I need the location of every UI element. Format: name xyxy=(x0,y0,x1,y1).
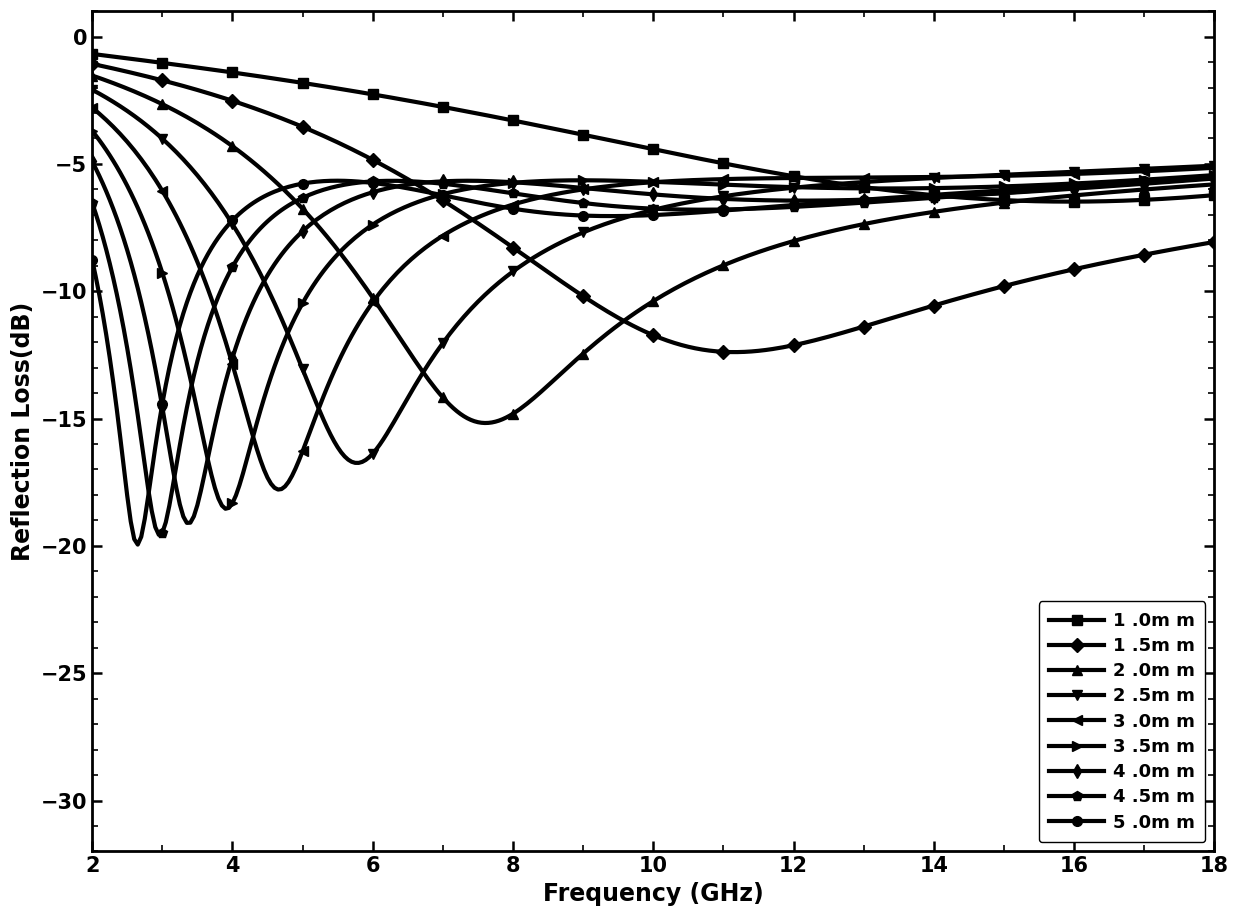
5 .0m m xyxy=(761,202,776,213)
Line: 3 .0m m: 3 .0m m xyxy=(87,103,1219,494)
1 .0m m xyxy=(583,131,598,142)
5 .0m m xyxy=(84,254,99,265)
5 .0m m xyxy=(794,199,808,210)
4 .5m m xyxy=(1207,172,1221,183)
1 .0m m xyxy=(1099,195,1114,206)
3 .5m m xyxy=(1207,170,1221,181)
3 .5m m xyxy=(1099,176,1114,187)
2 .0m m xyxy=(794,234,808,245)
2 .5m m xyxy=(794,182,808,193)
1 .5m m xyxy=(761,344,776,355)
Line: 4 .0m m: 4 .0m m xyxy=(87,157,1219,528)
Line: 1 .0m m: 1 .0m m xyxy=(87,49,1219,206)
1 .5m m xyxy=(312,129,327,140)
4 .5m m xyxy=(84,197,99,208)
3 .5m m xyxy=(587,175,601,186)
2 .5m m xyxy=(312,406,327,417)
Line: 2 .0m m: 2 .0m m xyxy=(87,71,1219,428)
4 .0m m xyxy=(1207,173,1221,184)
2 .5m m xyxy=(1207,160,1221,171)
1 .5m m xyxy=(583,295,598,306)
5 .0m m xyxy=(587,210,601,221)
3 .5m m xyxy=(794,182,808,193)
2 .5m m xyxy=(884,175,899,186)
4 .0m m xyxy=(587,183,601,194)
2 .0m m xyxy=(761,243,776,254)
3 .0m m xyxy=(884,171,899,182)
1 .0m m xyxy=(1207,190,1221,201)
3 .5m m xyxy=(84,126,99,137)
Line: 3 .5m m: 3 .5m m xyxy=(87,126,1219,514)
4 .0m m xyxy=(84,156,99,167)
1 .5m m xyxy=(794,338,808,349)
5 .0m m xyxy=(1099,178,1114,189)
Legend: 1 .0m m, 1 .5m m, 2 .0m m, 2 .5m m, 3 .0m m, 3 .5m m, 4 .0m m, 4 .5m m, 5 .0m m: 1 .0m m, 1 .5m m, 2 .0m m, 2 .5m m, 3 .0… xyxy=(1039,601,1205,843)
4 .0m m xyxy=(1099,181,1114,192)
3 .0m m xyxy=(587,182,601,193)
4 .0m m xyxy=(316,209,331,220)
3 .0m m xyxy=(270,484,285,495)
4 .0m m xyxy=(884,193,899,204)
1 .0m m xyxy=(1063,196,1078,207)
3 .0m m xyxy=(316,391,331,402)
Line: 1 .5m m: 1 .5m m xyxy=(87,59,1219,357)
4 .0m m xyxy=(761,194,776,205)
3 .5m m xyxy=(218,503,233,514)
2 .0m m xyxy=(477,417,492,428)
2 .0m m xyxy=(312,223,327,234)
2 .5m m xyxy=(1099,165,1114,176)
X-axis label: Frequency (GHz): Frequency (GHz) xyxy=(543,882,764,906)
2 .0m m xyxy=(884,214,899,225)
2 .0m m xyxy=(587,339,601,350)
1 .0m m xyxy=(880,184,895,195)
1 .0m m xyxy=(312,80,327,91)
3 .0m m xyxy=(761,172,776,183)
4 .5m m xyxy=(1099,180,1114,191)
3 .0m m xyxy=(1207,162,1221,173)
3 .5m m xyxy=(316,265,331,276)
Y-axis label: Reflection Loss(dB): Reflection Loss(dB) xyxy=(11,302,35,561)
2 .5m m xyxy=(351,458,366,469)
5 .0m m xyxy=(316,176,331,187)
4 .5m m xyxy=(587,199,601,210)
2 .5m m xyxy=(761,185,776,196)
5 .0m m xyxy=(1207,171,1221,182)
4 .0m m xyxy=(180,517,195,528)
4 .5m m xyxy=(884,195,899,206)
Line: 4 .5m m: 4 .5m m xyxy=(87,173,1219,539)
1 .5m m xyxy=(1207,237,1221,248)
1 .5m m xyxy=(84,59,99,70)
1 .0m m xyxy=(84,49,99,60)
4 .0m m xyxy=(794,195,808,206)
1 .5m m xyxy=(884,313,899,324)
1 .5m m xyxy=(1099,257,1114,268)
5 .0m m xyxy=(884,193,899,204)
3 .0m m xyxy=(1099,167,1114,178)
4 .5m m xyxy=(761,203,776,214)
2 .5m m xyxy=(587,223,601,234)
4 .5m m xyxy=(794,201,808,212)
1 .0m m xyxy=(790,171,805,182)
4 .5m m xyxy=(151,529,166,540)
2 .0m m xyxy=(1207,179,1221,190)
3 .0m m xyxy=(84,102,99,113)
3 .5m m xyxy=(884,183,899,194)
1 .0m m xyxy=(758,166,773,177)
4 .5m m xyxy=(316,184,331,195)
Line: 5 .0m m: 5 .0m m xyxy=(87,171,1219,549)
3 .5m m xyxy=(761,181,776,192)
1 .5m m xyxy=(727,347,742,358)
2 .0m m xyxy=(84,70,99,81)
Line: 2 .5m m: 2 .5m m xyxy=(87,85,1219,468)
2 .0m m xyxy=(1099,187,1114,198)
2 .5m m xyxy=(84,84,99,95)
3 .0m m xyxy=(794,172,808,183)
5 .0m m xyxy=(130,539,145,550)
